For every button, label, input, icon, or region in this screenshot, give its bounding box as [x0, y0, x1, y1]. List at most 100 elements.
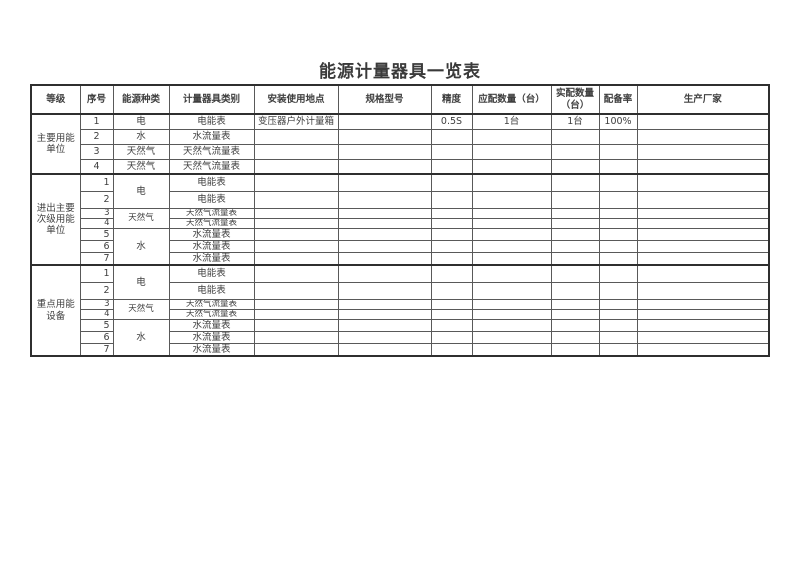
- location-cell: [253, 251, 339, 266]
- accuracy-cell: [430, 251, 473, 266]
- actual-qty-cell: [550, 251, 600, 266]
- actual-qty-cell: [550, 173, 600, 192]
- table-row: 3 天然气 天然气流量表: [31, 298, 770, 320]
- rate-cell: [598, 264, 638, 283]
- serial-cell: 3: [79, 298, 114, 310]
- actual-qty-cell: [550, 330, 600, 345]
- serial-cell: 2: [79, 281, 114, 300]
- actual-qty-cell: [550, 281, 600, 300]
- actual-qty-cell: [550, 217, 600, 229]
- energy-cell: 天然气: [112, 143, 170, 160]
- category-cell: 天然气流量表: [168, 298, 255, 310]
- required-qty-cell: [471, 318, 552, 332]
- required-qty-cell: [471, 281, 552, 300]
- rate-cell: [598, 318, 638, 332]
- required-qty-cell: [471, 251, 552, 266]
- serial-cell: 7: [79, 343, 114, 357]
- rate-cell: [598, 158, 638, 175]
- accuracy-cell: [430, 128, 473, 145]
- rate-cell: [598, 343, 638, 357]
- rate-cell: [598, 308, 638, 320]
- header-row: 等级 序号 能源种类 计量器具类别 安装使用地点 规格型号 精度 应配数量（台）…: [30, 84, 770, 115]
- table-row: 4 天然气 天然气流量表: [31, 158, 770, 175]
- actual-qty-cell: [550, 343, 600, 357]
- spec-cell: [337, 190, 432, 209]
- actual-qty-cell: [550, 128, 600, 145]
- rate-cell: [598, 281, 638, 300]
- spec-cell: [337, 308, 432, 320]
- rate-cell: [598, 330, 638, 345]
- energy-cell: 天然气: [112, 158, 170, 175]
- rate-cell: [598, 251, 638, 266]
- spec-cell: [337, 264, 432, 283]
- energy-cell: 水: [112, 318, 170, 357]
- accuracy-cell: [430, 207, 473, 219]
- header-rate: 配备率: [598, 84, 638, 115]
- table-row: 5 水水流量表: [31, 227, 770, 266]
- spec-cell: [337, 298, 432, 310]
- spec-cell: [337, 343, 432, 357]
- category-cell: 电能表: [168, 113, 255, 130]
- location-cell: 变压器户外计量箱: [253, 113, 339, 130]
- serial-cell: 2: [79, 128, 114, 145]
- serial-cell: 1: [79, 264, 114, 283]
- accuracy-cell: [430, 330, 473, 345]
- required-qty-cell: [471, 227, 552, 241]
- rate-cell: [598, 173, 638, 192]
- header-spec-model: 规格型号: [337, 84, 432, 115]
- rate-cell: [598, 298, 638, 310]
- actual-qty-cell: [550, 308, 600, 320]
- required-qty-cell: [471, 143, 552, 160]
- accuracy-cell: [430, 217, 473, 229]
- rate-cell: [598, 190, 638, 209]
- table-row: 7 水流量表: [31, 343, 770, 357]
- serial-cell: 4: [79, 308, 114, 320]
- energy-cell: 水: [112, 128, 170, 145]
- category-cell: 电能表: [168, 190, 255, 209]
- category-cell: 天然气流量表: [168, 143, 255, 160]
- location-cell: [253, 207, 339, 219]
- category-cell: 电能表: [168, 281, 255, 300]
- header-serial: 序号: [79, 84, 114, 115]
- energy-cell: 电: [112, 264, 170, 300]
- manufacturer-cell: [636, 217, 770, 229]
- location-cell: [253, 298, 339, 310]
- category-cell: 天然气流量表: [168, 217, 255, 229]
- required-qty-cell: [471, 190, 552, 209]
- header-manufacturer: 生产厂家: [636, 84, 770, 115]
- category-cell: 电能表: [168, 173, 255, 192]
- accuracy-cell: [430, 318, 473, 332]
- table-row: 6 水流量表: [31, 330, 770, 345]
- rate-cell: 100%: [598, 113, 638, 130]
- required-qty-cell: [471, 298, 552, 310]
- actual-qty-cell: [550, 239, 600, 253]
- spec-cell: [337, 239, 432, 253]
- header-energy-type: 能源种类: [112, 84, 170, 115]
- rate-cell: [598, 217, 638, 229]
- table-row: 5 水水流量表: [31, 318, 770, 357]
- manufacturer-cell: [636, 113, 770, 130]
- location-cell: [253, 308, 339, 320]
- manufacturer-cell: [636, 308, 770, 320]
- spec-cell: [337, 281, 432, 300]
- level-cell: 主要用能单位: [30, 113, 81, 175]
- serial-cell: 5: [79, 227, 114, 241]
- manufacturer-cell: [636, 143, 770, 160]
- header-level: 等级: [30, 84, 81, 115]
- accuracy-cell: [430, 264, 473, 283]
- required-qty-cell: [471, 330, 552, 345]
- serial-cell: 6: [79, 239, 114, 253]
- location-cell: [253, 173, 339, 192]
- header-required-qty: 应配数量（台）: [471, 84, 552, 115]
- table-row: 重点用能设备 1 电电能表: [30, 264, 770, 357]
- category-cell: 天然气流量表: [168, 308, 255, 320]
- accuracy-cell: 0.5S: [430, 113, 473, 130]
- spec-cell: [337, 318, 432, 332]
- level-cell: 进出主要次级用能单位: [30, 172, 81, 266]
- required-qty-cell: [471, 239, 552, 253]
- manufacturer-cell: [636, 158, 770, 175]
- manufacturer-cell: [636, 298, 770, 310]
- category-cell: 天然气流量表: [168, 158, 255, 175]
- manufacturer-cell: [636, 128, 770, 145]
